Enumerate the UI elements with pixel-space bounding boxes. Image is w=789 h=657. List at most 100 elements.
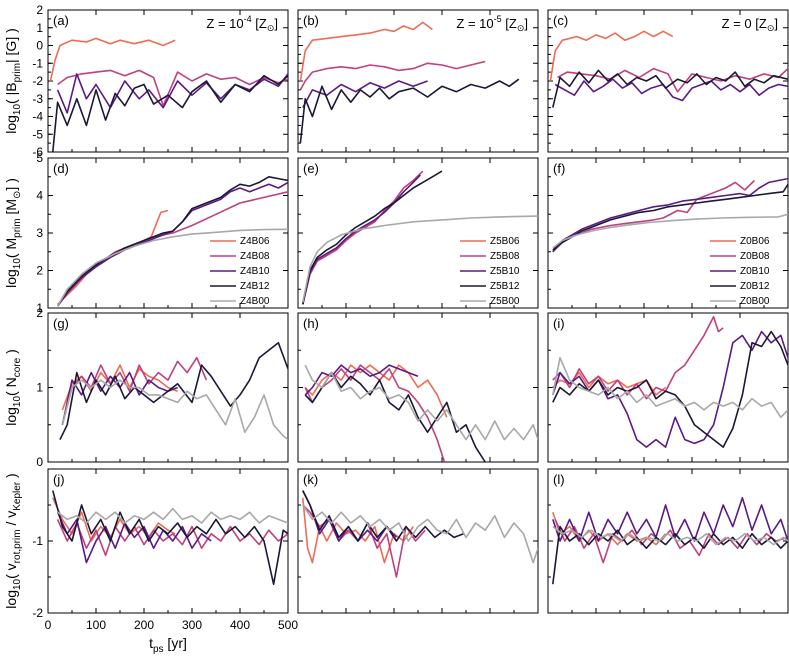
panel-label: (a) xyxy=(53,13,69,28)
series-line-Z0B12 xyxy=(552,330,788,448)
y-tick-label: 0 xyxy=(36,39,43,53)
legend-label: Z4B08 xyxy=(240,251,270,262)
y-tick-label: -2 xyxy=(32,606,43,620)
series-line-Z4B06 xyxy=(49,37,176,82)
y-tick-label: 1 xyxy=(36,381,43,395)
series-group xyxy=(552,497,788,585)
series-line-Z0B12 xyxy=(552,525,788,585)
legend-label: Z0B12 xyxy=(740,281,770,292)
series-line-Z5B00 xyxy=(304,364,538,441)
series-line-Z4B08 xyxy=(57,69,288,107)
series-line-Z0B00 xyxy=(552,213,788,249)
y-axis-label: log10( Mprim [M⊙] ) xyxy=(3,178,23,288)
series-line-Z5B12 xyxy=(299,78,520,144)
series-line-Z5B08 xyxy=(302,170,424,305)
series-line-Z5B00 xyxy=(302,215,538,303)
series-group xyxy=(299,21,520,144)
series-group xyxy=(304,364,538,462)
panel-frame xyxy=(297,9,539,153)
series-line-Z5B00 xyxy=(302,504,538,564)
series-line-Z4B00 xyxy=(57,507,288,524)
panel-frame xyxy=(297,468,539,614)
series-line-Z0B06 xyxy=(549,30,674,82)
legend-label: Z0B00 xyxy=(740,296,770,307)
series-line-Z0B10 xyxy=(552,330,788,448)
y-axis-label: log10( |Bprim| [G] ) xyxy=(3,28,23,134)
series-line-Z5B10 xyxy=(302,174,421,305)
series-line-Z0B08 xyxy=(554,519,788,564)
y-tick-label: 2 xyxy=(36,3,43,17)
series-line-Z4B12 xyxy=(56,176,288,307)
y-tick-label: 3 xyxy=(36,226,43,240)
panel-label: (h) xyxy=(303,316,319,331)
legend-label: Z4B12 xyxy=(240,281,270,292)
series-line-Z5B08 xyxy=(304,364,446,462)
series-line-Z5B06 xyxy=(304,364,448,418)
series-group xyxy=(549,30,788,108)
series-group xyxy=(302,170,538,305)
legend-label: Z0B08 xyxy=(740,251,770,262)
series-line-Z5B10 xyxy=(304,364,419,396)
legend-label: Z5B06 xyxy=(490,236,520,247)
y-tick-label: 1 xyxy=(36,21,43,35)
series-line-Z0B10 xyxy=(552,177,788,253)
series-line-Z4B12 xyxy=(52,490,288,585)
legend-label: Z4B06 xyxy=(240,236,270,247)
panel-frame xyxy=(47,9,289,153)
y-tick-label: -6 xyxy=(32,145,43,159)
series-group xyxy=(552,315,788,448)
series-line-Z4B08 xyxy=(56,519,288,557)
series-line-Z5B06 xyxy=(299,21,433,82)
y-tick-label: -1 xyxy=(32,56,43,70)
y-tick-label: -5 xyxy=(32,127,43,141)
panel-label: (d) xyxy=(53,161,69,176)
series-line-Z5B12 xyxy=(304,371,486,462)
panel-label: (c) xyxy=(553,13,568,28)
series-group xyxy=(56,176,288,307)
series-group xyxy=(52,490,288,585)
panel-label: (i) xyxy=(553,316,565,331)
series-line-Z0B12 xyxy=(552,183,788,251)
series-group xyxy=(552,177,788,253)
legend-label: Z0B10 xyxy=(740,266,770,277)
series-line-Z4B06 xyxy=(57,209,169,305)
x-tick-label: 500 xyxy=(278,618,298,632)
legend-label: Z4B10 xyxy=(240,266,270,277)
y-tick-label: 2 xyxy=(36,264,43,278)
panel-label: (k) xyxy=(303,472,318,487)
column-title: Z = 10-4 [Z⊙] xyxy=(206,14,278,33)
series-line-Z0B10 xyxy=(552,497,788,542)
legend-label: Z0B06 xyxy=(740,236,770,247)
column-title: Z = 0 [Z⊙] xyxy=(722,16,778,33)
legend-label: Z5B12 xyxy=(490,281,520,292)
x-tick-label: 300 xyxy=(182,618,202,632)
x-axis-label: tps [yr] xyxy=(149,635,187,655)
x-tick-label: 0 xyxy=(45,618,52,632)
y-tick-label: -2 xyxy=(32,74,43,88)
legend-label: Z4B00 xyxy=(240,296,270,307)
panel-label: (g) xyxy=(53,316,69,331)
series-line-Z4B00 xyxy=(61,379,288,441)
series-line-Z5B12 xyxy=(302,170,443,305)
series-line-Z0B00 xyxy=(552,525,788,546)
y-axis-label: log10( vrot,prim / vKepler ) xyxy=(3,473,23,608)
legend-label: Z5B08 xyxy=(490,251,520,262)
series-line-Z5B08 xyxy=(302,504,426,578)
y-tick-label: -3 xyxy=(32,92,43,106)
series-line-Z4B10 xyxy=(56,73,288,114)
panel-label: (f) xyxy=(553,161,565,176)
series-line-Z4B10 xyxy=(56,181,288,307)
column-title: Z = 10-5 [Z⊙] xyxy=(456,14,528,33)
y-tick-label: -4 xyxy=(32,110,43,124)
y-tick-label: 1 xyxy=(36,301,43,315)
series-line-Z0B08 xyxy=(552,315,724,400)
y-tick-label: 0 xyxy=(36,455,43,469)
series-group xyxy=(302,490,538,578)
legend-label: Z5B10 xyxy=(490,266,520,277)
panel-label: (b) xyxy=(303,13,319,28)
series-line-Z0B08 xyxy=(552,179,755,253)
y-tick-label: 2 xyxy=(36,306,43,320)
series-line-Z0B10 xyxy=(554,78,788,102)
series-line-Z0B12 xyxy=(552,69,788,108)
